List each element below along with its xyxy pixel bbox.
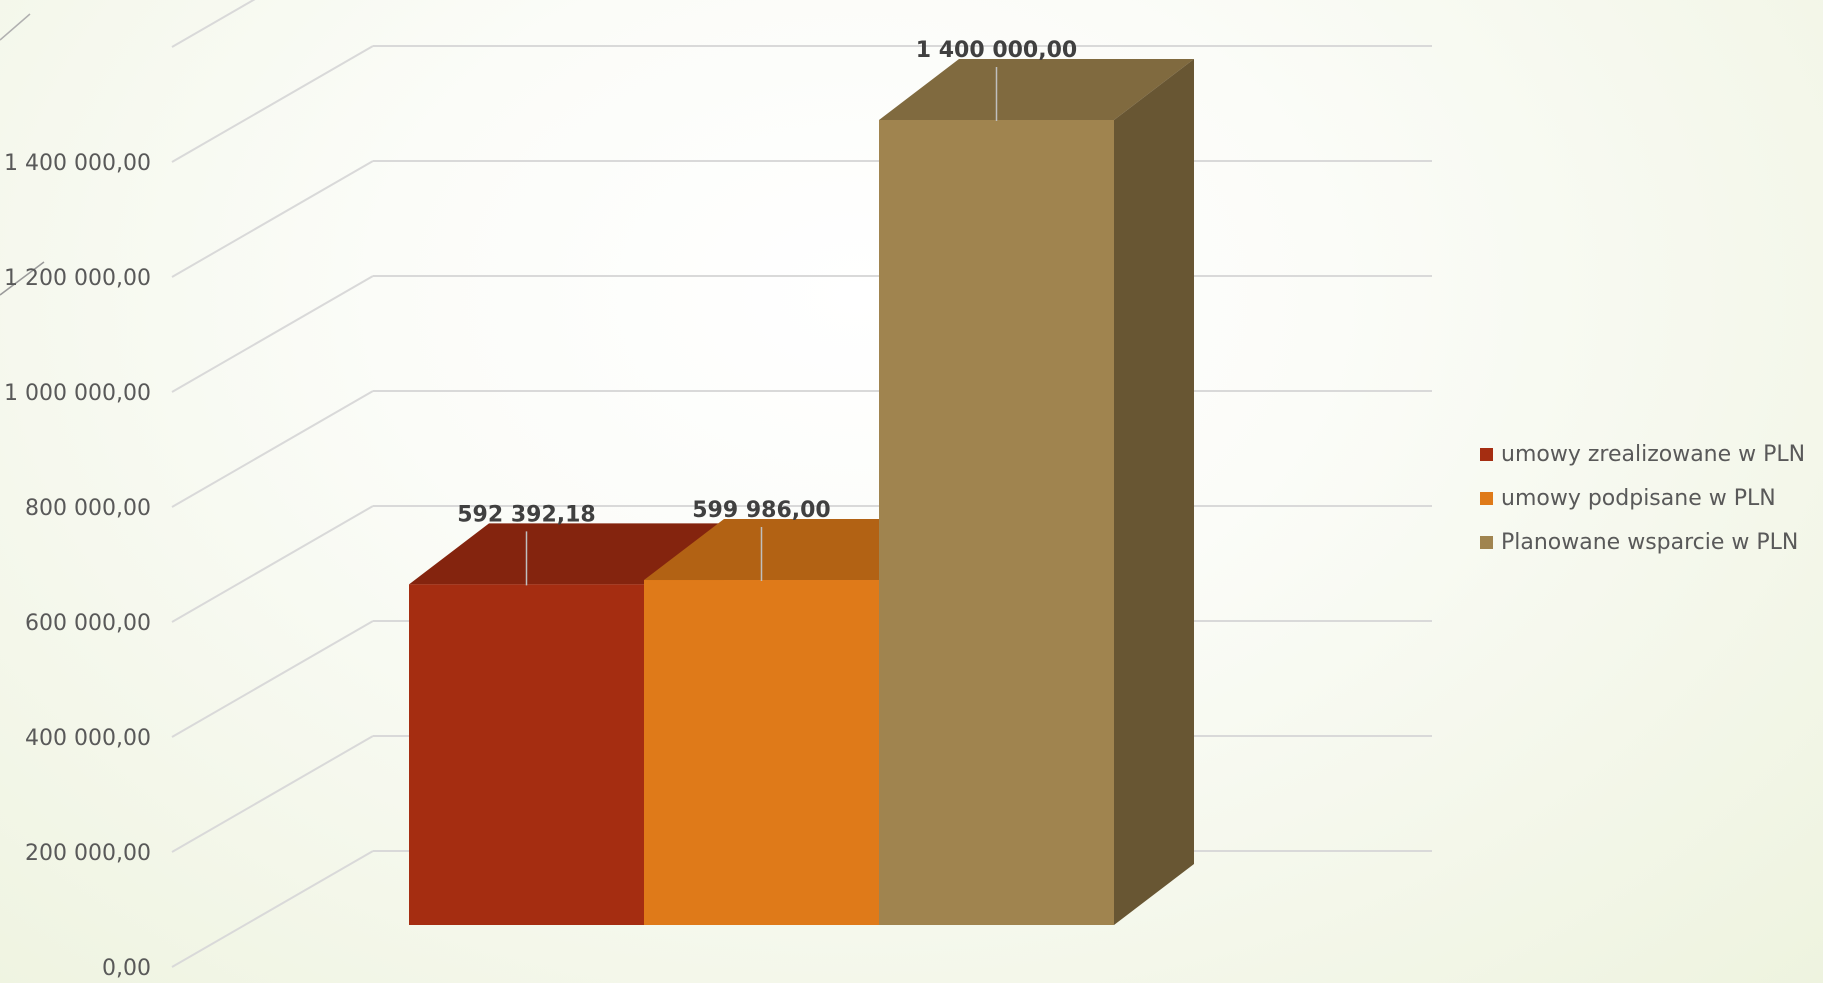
gridline-side-8 xyxy=(171,0,256,48)
gridline-side-2 xyxy=(171,620,374,738)
y-tick-label: 1 400 000,00 xyxy=(4,151,151,176)
side-wall-edge xyxy=(0,261,45,296)
data-label: 599 986,00 xyxy=(692,498,830,523)
data-label: 1 400 000,00 xyxy=(916,38,1077,63)
bar-3 xyxy=(879,59,1194,925)
side-wall-edge-top xyxy=(0,13,31,41)
y-tick-label: 200 000,00 xyxy=(25,841,151,866)
chart-legend: umowy zrealizowane w PLN umowy podpisane … xyxy=(1480,432,1805,564)
legend-label: umowy zrealizowane w PLN xyxy=(1501,441,1806,467)
y-tick-label: 0,00 xyxy=(102,956,151,981)
gridline-side-6 xyxy=(171,160,374,278)
y-tick-label: 1 000 000,00 xyxy=(4,381,151,406)
bar-front-face xyxy=(879,120,1114,925)
data-labels: 592 392,18 599 986,00 1 400 000,00 xyxy=(457,38,1077,586)
legend-swatch xyxy=(1480,491,1493,505)
legend-label: Planowane wsparcie w PLN xyxy=(1501,529,1799,555)
legend-item: Planowane wsparcie w PLN xyxy=(1480,520,1805,564)
gridline-side-5 xyxy=(171,275,374,393)
legend-item: umowy zrealizowane w PLN xyxy=(1480,432,1805,476)
y-tick-label: 800 000,00 xyxy=(25,496,151,521)
chart-bars xyxy=(409,59,1194,925)
bar-front-face xyxy=(409,584,644,925)
gridline-side-7 xyxy=(171,45,374,163)
gridline-side-3 xyxy=(171,505,374,623)
bar-top-face xyxy=(879,59,1194,120)
bar-top-face xyxy=(409,523,724,585)
legend-swatch xyxy=(1480,447,1493,461)
y-axis-ticks: 0,00 200 000,00 400 000,00 600 000,00 800 00… xyxy=(4,151,151,981)
gridline-side-4 xyxy=(171,390,374,508)
y-tick-label: 400 000,00 xyxy=(25,726,151,751)
y-tick-label: 1 200 000,00 xyxy=(4,266,151,291)
legend-label: umowy podpisane w PLN xyxy=(1501,485,1776,511)
y-tick-label: 600 000,00 xyxy=(25,611,151,636)
legend-swatch xyxy=(1480,535,1493,549)
data-label: 592 392,18 xyxy=(457,502,595,527)
bar-front-face xyxy=(644,580,879,925)
bar-side-face xyxy=(1114,59,1194,925)
legend-item: umowy podpisane w PLN xyxy=(1480,476,1805,520)
gridline-side-0 xyxy=(171,850,374,968)
gridline-side-1 xyxy=(171,735,374,853)
